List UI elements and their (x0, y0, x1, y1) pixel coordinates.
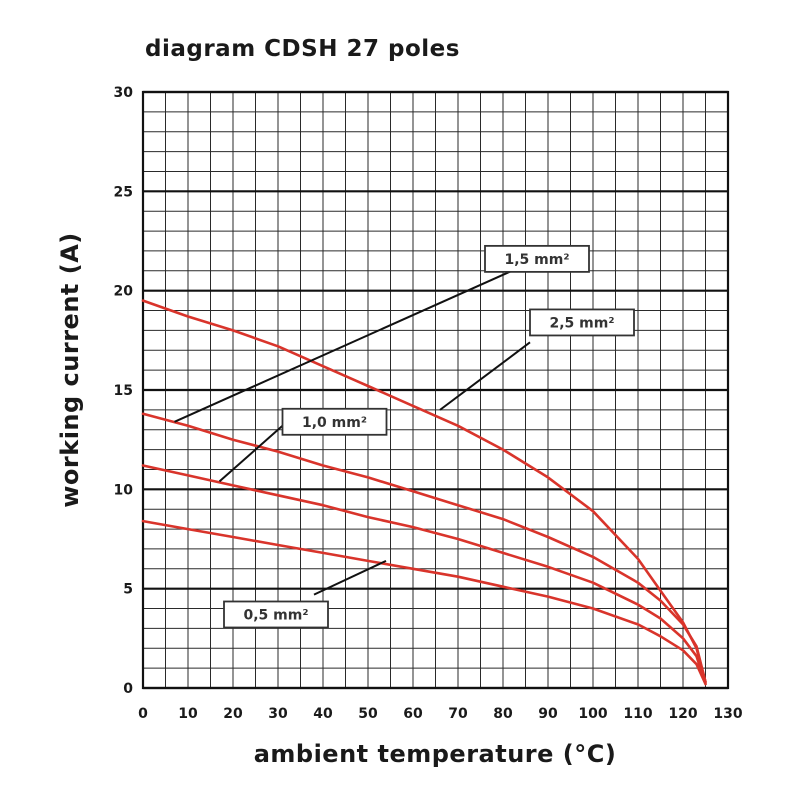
tick-labels: 0 10 20 30 40 50 60 70 80 90 100 110 120 130 0 5 10 15 20 2… (114, 85, 743, 722)
callout-leader (218, 421, 288, 483)
series-line (141, 412, 707, 684)
x-tick-label: 10 (178, 706, 198, 722)
x-tick-label: 130 (713, 706, 742, 722)
callout-box (223, 600, 329, 629)
grid-major (141, 90, 730, 690)
x-tick-label: 90 (538, 706, 558, 722)
y-tick-label: 15 (114, 383, 133, 399)
callout-label: 0,5 mm² (244, 607, 309, 623)
x-tick-label: 120 (668, 706, 697, 722)
chart-title: diagram CDSH 27 poles (145, 36, 460, 62)
callout-leader (313, 559, 387, 596)
y-tick-label: 20 (114, 284, 134, 300)
x-tick-label: 60 (403, 706, 423, 722)
callout-box (281, 407, 388, 436)
x-tick-label: 0 (138, 706, 148, 722)
y-axis-label: working current (A) (56, 232, 84, 508)
y-tick-label: 10 (114, 482, 134, 498)
x-tick-label: 80 (493, 706, 513, 722)
x-tick-label: 70 (448, 706, 468, 722)
x-tick-label: 50 (358, 706, 378, 722)
x-tick-label: 30 (268, 706, 288, 722)
callout-label: 1,0 mm² (302, 415, 367, 431)
series-lines (141, 299, 707, 686)
x-tick-label: 100 (578, 706, 607, 722)
callout-box (529, 308, 635, 337)
callout-label: 2,5 mm² (550, 315, 615, 331)
y-tick-label: 0 (123, 681, 133, 697)
x-tick-label: 40 (313, 706, 333, 722)
y-tick-label: 30 (114, 85, 134, 101)
callout-leader (174, 269, 513, 423)
x-axis-label: ambient temperature (°C) (253, 740, 617, 768)
series-line (141, 519, 707, 686)
series-line (141, 299, 707, 684)
callout-leader (439, 341, 531, 411)
y-tick-label: 25 (114, 184, 133, 200)
callout-label: 1,5 mm² (505, 252, 570, 268)
callout-box (484, 244, 590, 273)
y-tick-label: 5 (123, 582, 133, 598)
x-tick-label: 20 (223, 706, 243, 722)
plot-frame (141, 90, 730, 690)
callouts: 1,5 mm² 2,5 mm² 1,0 mm² 0,5 mm² (174, 244, 635, 629)
series-line (141, 464, 707, 686)
x-tick-label: 110 (623, 706, 652, 722)
